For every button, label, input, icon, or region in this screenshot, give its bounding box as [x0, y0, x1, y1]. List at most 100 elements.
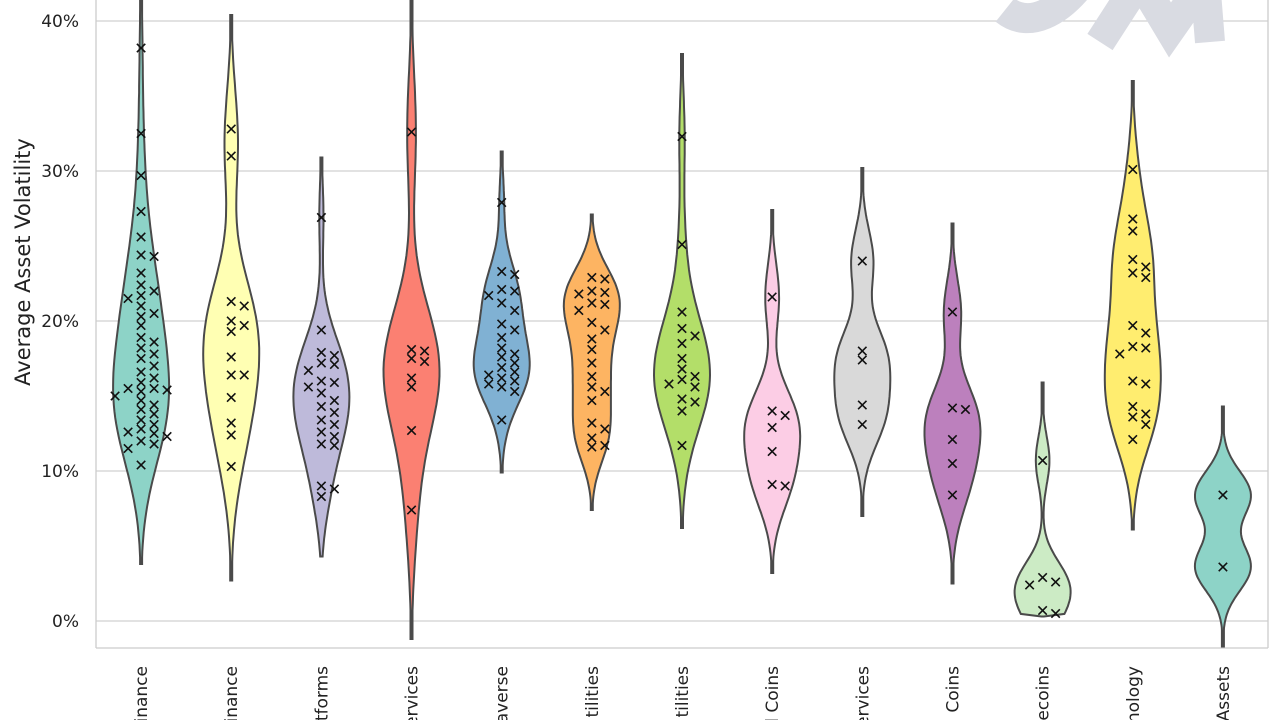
data-point — [509, 367, 520, 377]
data-point — [767, 422, 777, 433]
data-point — [406, 353, 417, 364]
data-point — [483, 370, 494, 380]
data-point — [1024, 580, 1035, 590]
data-point — [947, 458, 958, 469]
data-point — [316, 212, 327, 223]
data-point — [149, 428, 159, 439]
data-point — [677, 353, 687, 364]
data-point — [329, 484, 340, 494]
data-point — [406, 505, 417, 515]
data-point — [1128, 254, 1138, 265]
data-point — [303, 365, 314, 376]
data-point — [1141, 409, 1151, 419]
data-point — [149, 337, 159, 347]
data-point — [600, 287, 610, 298]
data-point — [316, 376, 327, 386]
data-point — [329, 350, 340, 361]
data-point — [136, 43, 146, 53]
x-tick-label: Assets — [1214, 666, 1234, 720]
x-tick-label: inance — [132, 666, 152, 720]
data-point — [600, 274, 610, 284]
x-tick-labels: inance inance tforms ervices averse tilities t… — [132, 666, 1234, 720]
violin-7 — [743, 209, 802, 574]
x-tick-label: l Coins — [763, 666, 783, 720]
data-point — [1128, 268, 1138, 278]
data-point — [600, 424, 610, 434]
data-point — [329, 440, 340, 451]
data-point — [509, 305, 520, 316]
data-point — [1128, 214, 1138, 224]
data-point — [136, 424, 146, 434]
violin-2 — [292, 156, 351, 558]
data-point — [149, 308, 159, 319]
x-tick-label: ervices — [853, 666, 873, 720]
data-point — [677, 338, 687, 349]
y-tick-label: 30% — [41, 162, 79, 182]
violins — [112, 0, 1252, 648]
data-point — [780, 481, 790, 491]
data-point — [1141, 262, 1151, 272]
data-point — [226, 461, 236, 472]
data-point — [123, 427, 133, 437]
data-point — [226, 430, 236, 440]
violin-6 — [652, 53, 712, 529]
data-point — [136, 311, 146, 322]
data-point — [226, 151, 236, 161]
data-point — [587, 395, 597, 406]
data-point — [587, 344, 597, 355]
data-point — [110, 391, 120, 401]
data-point — [226, 352, 236, 362]
data-point — [239, 301, 249, 311]
data-point — [316, 415, 327, 425]
data-point — [136, 280, 146, 290]
data-point — [496, 298, 507, 308]
data-point — [1128, 376, 1138, 386]
data-point — [1141, 419, 1151, 430]
data-point — [677, 131, 687, 142]
data-point — [587, 317, 597, 328]
data-point — [239, 320, 249, 331]
violin-1 — [202, 14, 261, 582]
data-point — [149, 419, 159, 430]
data-point — [136, 343, 146, 353]
data-point — [226, 124, 236, 134]
data-point — [316, 427, 327, 437]
data-point — [136, 353, 146, 364]
data-point — [509, 286, 520, 296]
violin-10 — [1013, 381, 1072, 618]
data-point — [600, 440, 610, 451]
data-point — [136, 332, 146, 343]
data-point — [1141, 379, 1151, 389]
data-point — [123, 383, 133, 394]
data-point — [496, 343, 507, 353]
data-point — [496, 373, 507, 383]
y-tick-label: 10% — [41, 462, 79, 482]
data-point — [483, 379, 494, 389]
data-point — [483, 290, 494, 301]
violin-11 — [1103, 80, 1162, 531]
data-point — [162, 385, 172, 395]
data-point — [226, 326, 236, 337]
data-point — [149, 373, 159, 383]
data-point — [496, 352, 507, 362]
violin-4 — [472, 150, 531, 474]
data-point — [419, 356, 430, 367]
axes — [95, 0, 1269, 649]
data-point — [329, 377, 340, 388]
data-point — [1128, 412, 1138, 422]
data-point — [1050, 577, 1061, 587]
data-point — [574, 305, 584, 316]
data-point — [226, 370, 236, 380]
data-point — [767, 406, 777, 416]
data-point — [600, 325, 610, 335]
data-point — [1218, 490, 1228, 500]
data-point — [1141, 343, 1151, 353]
x-tick-label: ecoins — [1034, 666, 1054, 720]
data-point — [496, 266, 507, 277]
data-point — [329, 359, 340, 370]
data-point — [406, 382, 417, 392]
data-point — [149, 400, 159, 410]
data-point — [1128, 164, 1138, 175]
data-point — [136, 268, 146, 278]
data-point — [496, 284, 507, 295]
